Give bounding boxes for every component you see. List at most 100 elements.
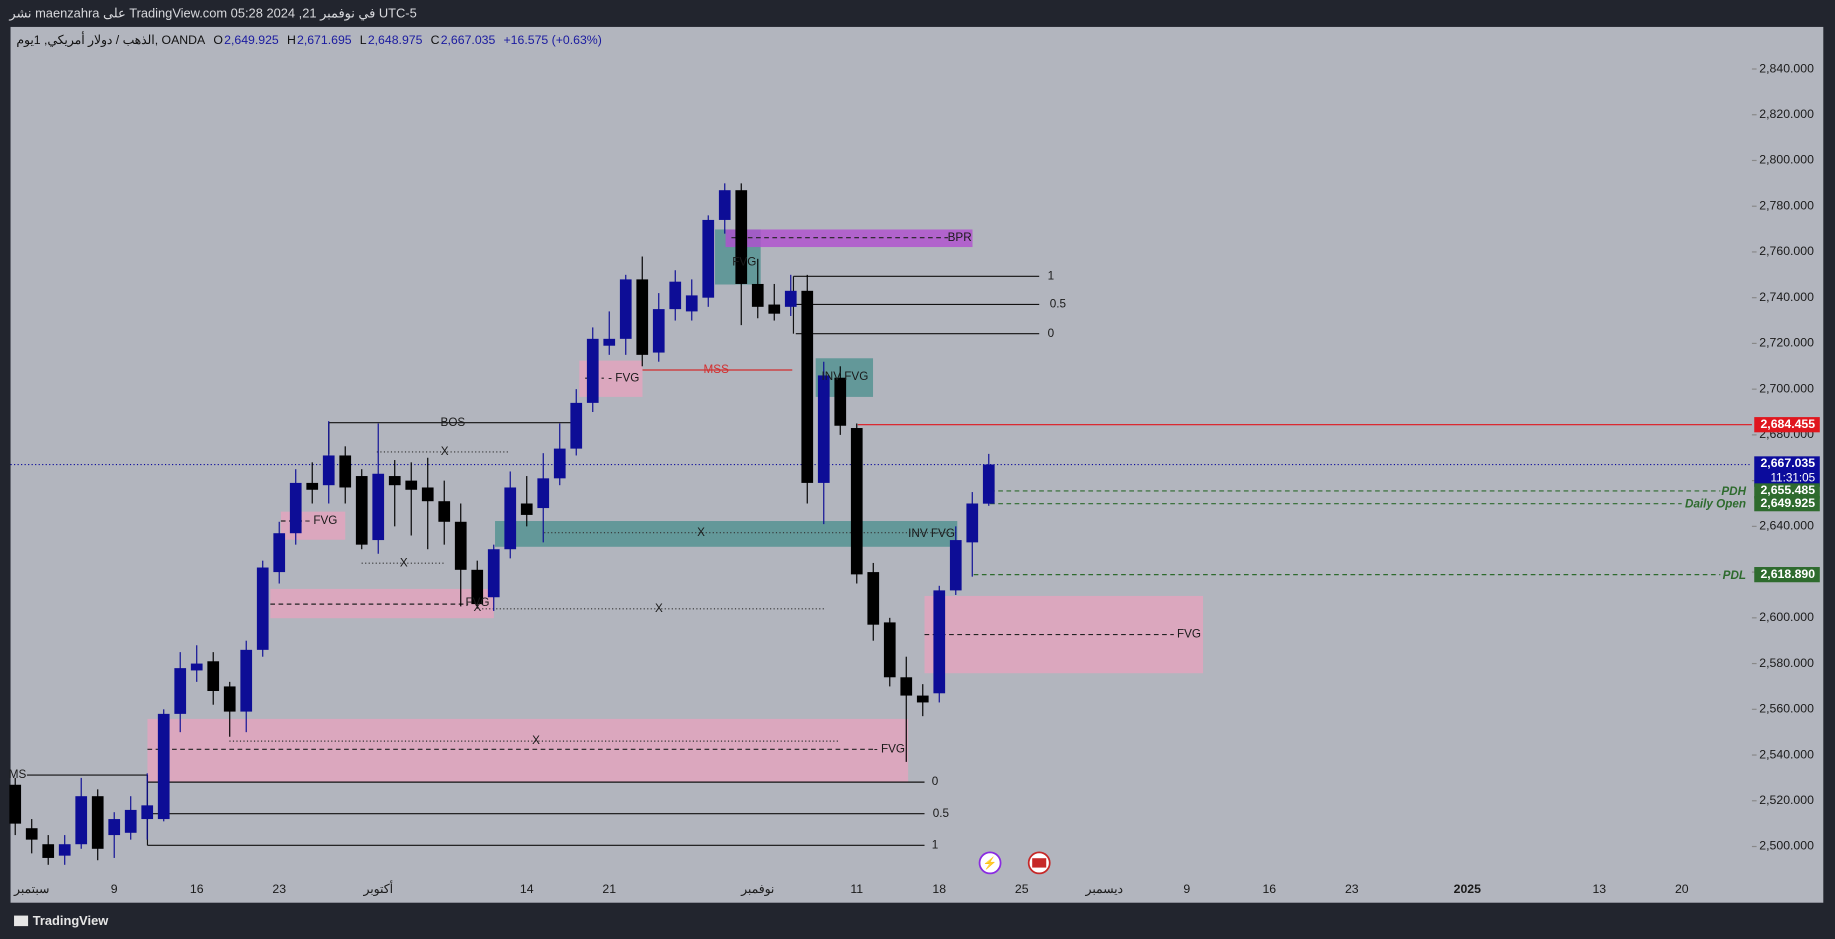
candle-body bbox=[867, 572, 880, 625]
x-tick-label: نوفمبر bbox=[740, 882, 774, 896]
annotation: PDL bbox=[1723, 569, 1746, 582]
candle-body bbox=[735, 190, 748, 284]
candle-body bbox=[603, 338, 616, 346]
x-tick-label: 18 bbox=[932, 882, 946, 896]
annotation: X bbox=[655, 602, 663, 615]
candle-body bbox=[75, 796, 88, 845]
y-tick-label: 2,560.000 bbox=[1759, 702, 1814, 716]
annotation: 0 bbox=[1048, 327, 1055, 340]
annotation: - FVG bbox=[874, 742, 905, 755]
x-tick-label: 13 bbox=[1592, 882, 1606, 896]
y-tick-label: 2,760.000 bbox=[1759, 244, 1814, 258]
price-tag-label: 2,618.890 bbox=[1760, 567, 1815, 581]
candle-body bbox=[108, 819, 121, 836]
price-tag-label: 2,655.485 bbox=[1760, 483, 1815, 497]
x-tick-label: 14 bbox=[520, 882, 534, 896]
y-tick-label: 2,520.000 bbox=[1759, 793, 1814, 807]
candle-body bbox=[586, 338, 599, 403]
price-tag bbox=[1754, 483, 1820, 499]
candle-body bbox=[669, 281, 682, 310]
annotation: - FVG bbox=[608, 371, 639, 384]
x-tick-label: 20 bbox=[1675, 882, 1689, 896]
candle-body bbox=[322, 455, 335, 486]
x-tick-label: 16 bbox=[190, 882, 204, 896]
price-tag-label: 2,649.925 bbox=[1760, 496, 1815, 510]
flag-icon-glyph bbox=[1032, 858, 1047, 868]
candle-body bbox=[190, 663, 203, 671]
candle-body bbox=[652, 309, 665, 353]
candle-body bbox=[388, 476, 401, 486]
annotation: PDH bbox=[1721, 485, 1746, 498]
annotation: MSS bbox=[704, 363, 730, 376]
legend-value: 2,649.925 bbox=[224, 33, 279, 47]
candle-body bbox=[850, 428, 863, 575]
candle-body bbox=[157, 713, 170, 820]
header-text: نشر maenzahra على TradingView.com في نوف… bbox=[8, 5, 416, 21]
price-tag bbox=[1754, 496, 1820, 512]
candle-body bbox=[487, 549, 500, 598]
annotation: MS bbox=[9, 768, 27, 781]
candle-body bbox=[339, 455, 352, 488]
candle-body bbox=[454, 521, 467, 570]
countdown: 11:31:05 bbox=[1770, 472, 1815, 485]
candle-body bbox=[949, 540, 962, 591]
brand-icon bbox=[14, 915, 29, 927]
candle-body bbox=[619, 279, 632, 339]
y-tick-label: 2,820.000 bbox=[1759, 107, 1814, 121]
x-tick-label: 2025 bbox=[1454, 882, 1481, 896]
x-tick-label: 11 bbox=[850, 882, 863, 896]
candle-body bbox=[537, 478, 550, 509]
candle-body bbox=[570, 402, 583, 449]
legend-key: C bbox=[431, 33, 440, 47]
annotation: 0.5 bbox=[1050, 298, 1067, 311]
candle-body bbox=[982, 464, 995, 504]
candle-body bbox=[306, 482, 319, 490]
candle-body bbox=[966, 503, 979, 543]
candle-body bbox=[900, 677, 913, 696]
candle-body bbox=[174, 668, 187, 714]
price-tag bbox=[1754, 456, 1820, 487]
candle-body bbox=[256, 567, 269, 650]
legend-symbol: الذهب / دولار أمريكي, 1يوم, OANDA bbox=[16, 32, 206, 47]
candle-body bbox=[372, 473, 385, 541]
legend-key: O bbox=[213, 33, 223, 47]
plot: 2,500.000 2,520.000 2,540.000 2,560.000 2,58… bbox=[9, 61, 1820, 896]
price-tag bbox=[1754, 567, 1820, 583]
price-tag bbox=[1754, 417, 1820, 433]
x-tick-label: أكتوبر bbox=[362, 881, 393, 896]
candle-body bbox=[553, 448, 566, 479]
annotation: FVG bbox=[1177, 628, 1201, 641]
candle-body bbox=[240, 649, 253, 712]
candle-body bbox=[9, 784, 22, 824]
event-icon-glyph: ⚡ bbox=[983, 856, 998, 870]
candle-body bbox=[768, 304, 781, 314]
y-tick-label: 2,640.000 bbox=[1759, 519, 1814, 533]
candle-body bbox=[124, 809, 137, 833]
x-tick-label: ديسمبر bbox=[1085, 882, 1123, 896]
candle-body bbox=[784, 290, 797, 307]
candle-body bbox=[883, 622, 896, 678]
candle-body bbox=[834, 377, 847, 426]
annotation: Daily Open bbox=[1685, 498, 1746, 511]
y-tick-label: 2,800.000 bbox=[1759, 153, 1814, 167]
price-tag-label: 2,684.455 bbox=[1760, 417, 1815, 431]
y-tick-label: 2,780.000 bbox=[1759, 198, 1814, 212]
annotation: X bbox=[441, 445, 449, 458]
annotation: 1 bbox=[1048, 269, 1055, 282]
legend-value: 2,667.035 bbox=[441, 33, 496, 47]
candle-body bbox=[405, 480, 418, 490]
candle-body bbox=[25, 828, 38, 840]
candle-body bbox=[751, 283, 764, 307]
annotation: BOS bbox=[441, 416, 466, 429]
legend-change: +16.575 (+0.63%) bbox=[504, 33, 602, 47]
price-tag-label: 2,667.035 bbox=[1760, 456, 1815, 470]
x-tick-label: 9 bbox=[1183, 882, 1190, 896]
candle-body bbox=[933, 590, 946, 694]
y-tick-label: 2,580.000 bbox=[1759, 656, 1814, 670]
x-tick-label: 9 bbox=[111, 882, 118, 896]
legend-value: 2,671.695 bbox=[297, 33, 352, 47]
y-tick-label: 2,540.000 bbox=[1759, 747, 1814, 761]
candle-body bbox=[471, 569, 484, 605]
